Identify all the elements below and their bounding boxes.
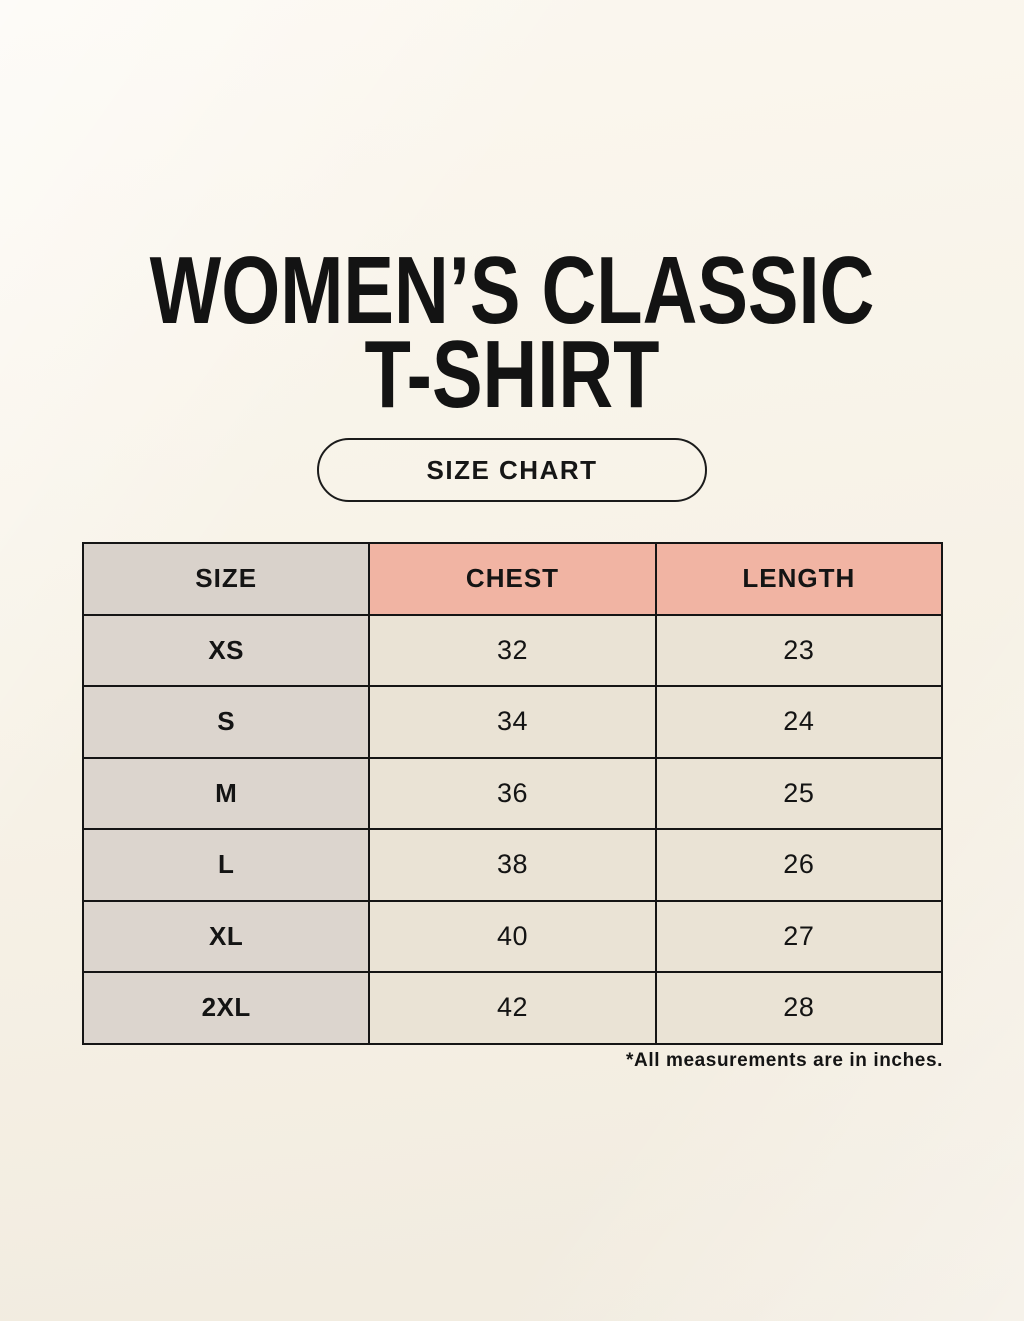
length-cell: 26 [654, 828, 944, 902]
size-chart-table: SIZE CHEST LENGTH XS 32 23 S 34 24 M 36 … [81, 542, 944, 1045]
column-header-chest: CHEST [368, 542, 657, 616]
length-cell: 27 [654, 899, 944, 973]
length-cell: 25 [654, 756, 944, 830]
chest-cell: 34 [368, 685, 657, 759]
page-title-line-1: WOMEN’S CLASSIC [149, 237, 875, 344]
table-row-2xl: 2XL 42 28 [81, 971, 944, 1045]
size-chart-button[interactable]: SIZE CHART [317, 438, 707, 503]
column-header-length: LENGTH [654, 542, 944, 616]
chest-cell: 32 [368, 613, 657, 687]
table-header-row: SIZE CHEST LENGTH [81, 542, 944, 616]
length-cell: 28 [654, 971, 944, 1045]
size-cell: 2XL [81, 971, 371, 1045]
length-cell: 24 [654, 685, 944, 759]
table-row-s: S 34 24 [81, 685, 944, 759]
column-header-size: SIZE [81, 542, 371, 616]
size-cell: S [81, 685, 371, 759]
page-title: WOMEN’S CLASSIC T-SHIRT [108, 0, 917, 428]
size-cell: XL [81, 899, 371, 973]
page-title-line-2: T-SHIRT [364, 320, 660, 428]
length-cell: 23 [654, 613, 944, 687]
table-row-m: M 36 25 [81, 756, 944, 830]
table-row-l: L 38 26 [81, 828, 944, 902]
measurements-note: *All measurements are in inches. [626, 1050, 943, 1071]
table-row-xl: XL 40 27 [81, 899, 944, 973]
size-cell: M [81, 756, 371, 830]
chest-cell: 36 [368, 756, 657, 830]
size-cell: L [81, 828, 371, 902]
size-chart-button-label: SIZE CHART [426, 454, 598, 485]
chest-cell: 40 [368, 899, 657, 973]
chest-cell: 42 [368, 971, 657, 1045]
table-row-xs: XS 32 23 [81, 613, 944, 687]
chest-cell: 38 [368, 828, 657, 902]
size-cell: XS [81, 613, 371, 687]
